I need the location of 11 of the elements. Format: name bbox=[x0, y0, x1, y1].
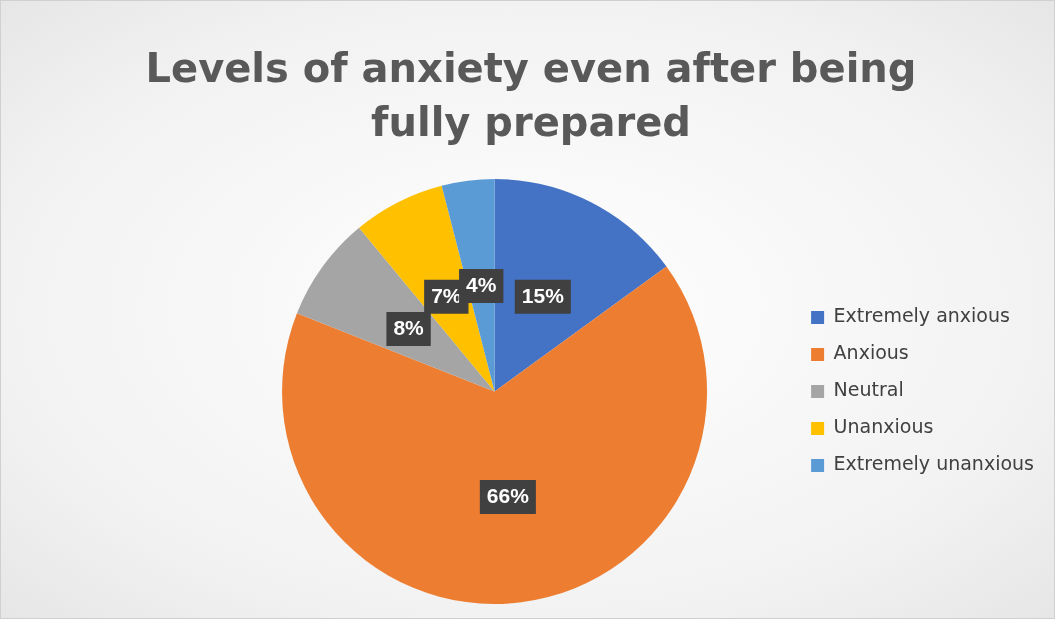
data-label: 8% bbox=[393, 315, 425, 339]
legend-label: Anxious bbox=[833, 341, 909, 364]
legend-label: Extremely anxious bbox=[833, 304, 1010, 327]
data-label: 15% bbox=[521, 283, 565, 307]
data-label: 7% bbox=[431, 283, 462, 307]
chart-title: Levels of anxiety even after being fully prepared bbox=[144, 44, 918, 147]
legend-label: Neutral bbox=[833, 378, 904, 401]
legend-label: Extremely unanxious bbox=[833, 452, 1035, 475]
legend-label: Unanxious bbox=[833, 415, 934, 438]
data-label: 66% bbox=[486, 483, 530, 507]
data-label: 4% bbox=[466, 272, 497, 296]
